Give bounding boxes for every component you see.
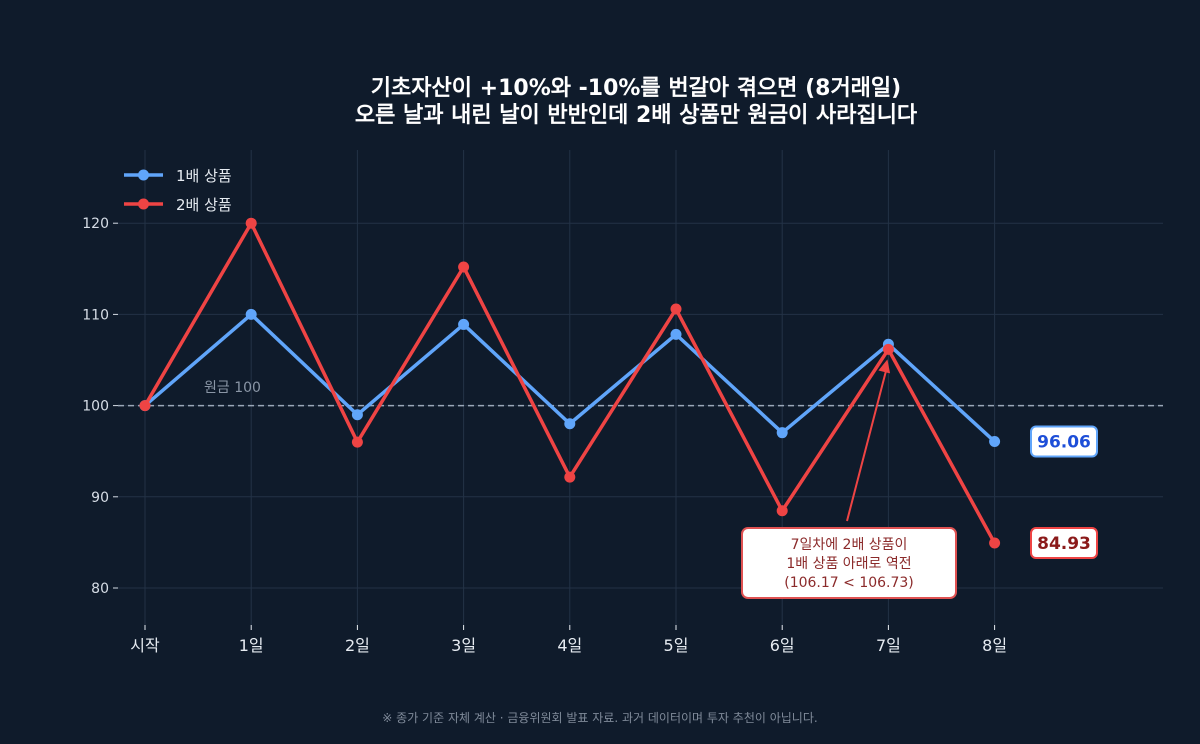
- legend: 1배 상품 2배 상품: [124, 167, 232, 214]
- x-tick-label: 4일: [557, 636, 582, 655]
- x-tick-label: 3일: [451, 636, 476, 655]
- annotation-arrow: [846, 369, 888, 522]
- end-label: 96.06: [1037, 433, 1091, 453]
- x-tick-label: 7일: [876, 636, 901, 655]
- chart-subtitle: 오른 날과 내린 날이 반반인데 2배 상품만 원금이 사라집니다: [355, 103, 918, 128]
- y-tick-label: 120: [82, 216, 109, 232]
- data-point: [139, 400, 151, 412]
- data-point: [989, 537, 1001, 549]
- end-labels: 96.06 84.93: [1030, 425, 1098, 560]
- data-point: [245, 308, 257, 320]
- annotation-line-3: (106.17 < 106.73): [784, 575, 914, 591]
- grid: [118, 150, 1163, 625]
- end-label-box: [1030, 425, 1098, 458]
- series-group: [139, 217, 1001, 549]
- legend-swatch-marker: [138, 198, 149, 210]
- series-2: [139, 217, 1001, 549]
- x-tick-label: 시작: [130, 636, 160, 655]
- data-point: [882, 343, 894, 355]
- data-point: [670, 328, 682, 340]
- data-point: [670, 303, 682, 315]
- data-point: [776, 427, 788, 439]
- annotation-line-2: 1배 상품 아래로 역전: [786, 556, 911, 572]
- data-point: [245, 217, 257, 229]
- annotation-box: [741, 527, 957, 599]
- annotation-line-1: 7일차에 2배 상품이: [791, 537, 908, 553]
- y-tick-label: 80: [91, 581, 109, 597]
- baseline-label: 원금 100: [204, 380, 261, 396]
- data-point: [776, 505, 788, 517]
- y-tick-label: 100: [82, 399, 109, 415]
- data-point: [458, 261, 470, 273]
- data-point: [564, 418, 576, 430]
- legend-label: 2배 상품: [176, 196, 232, 214]
- footnote: ※ 종가 기준 자체 계산 · 금융위원회 발표 자료. 과거 데이터이며 투자…: [382, 710, 817, 725]
- x-tick-label: 6일: [770, 636, 795, 655]
- x-axis-ticks: 시작 1일 2일 3일 4일 5일 6일 7일 8일: [130, 625, 1007, 655]
- chart-title: 기초자산이 +10%와 -10%를 번갈아 겪으면 (8거래일): [371, 76, 901, 101]
- data-point: [351, 436, 363, 448]
- x-tick-label: 5일: [664, 636, 689, 655]
- y-tick-label: 90: [91, 490, 109, 506]
- y-axis-ticks: 80 90 100 110 120: [82, 216, 118, 597]
- end-label-box: [1030, 527, 1098, 560]
- data-point: [351, 409, 363, 421]
- x-tick-label: 8일: [982, 636, 1007, 655]
- annotation-arrowhead: [878, 359, 891, 374]
- x-tick-label: 2일: [345, 636, 370, 655]
- end-label: 84.93: [1037, 534, 1091, 554]
- x-tick-label: 1일: [239, 636, 264, 655]
- data-point: [989, 436, 1001, 448]
- data-point: [564, 471, 576, 483]
- legend-swatch-marker: [138, 169, 149, 181]
- baseline: 원금 100: [118, 380, 1163, 407]
- y-tick-label: 110: [82, 307, 109, 323]
- legend-label: 1배 상품: [176, 167, 232, 185]
- data-point: [458, 318, 470, 330]
- annotation: 7일차에 2배 상품이 1배 상품 아래로 역전 (106.17 < 106.7…: [741, 359, 957, 599]
